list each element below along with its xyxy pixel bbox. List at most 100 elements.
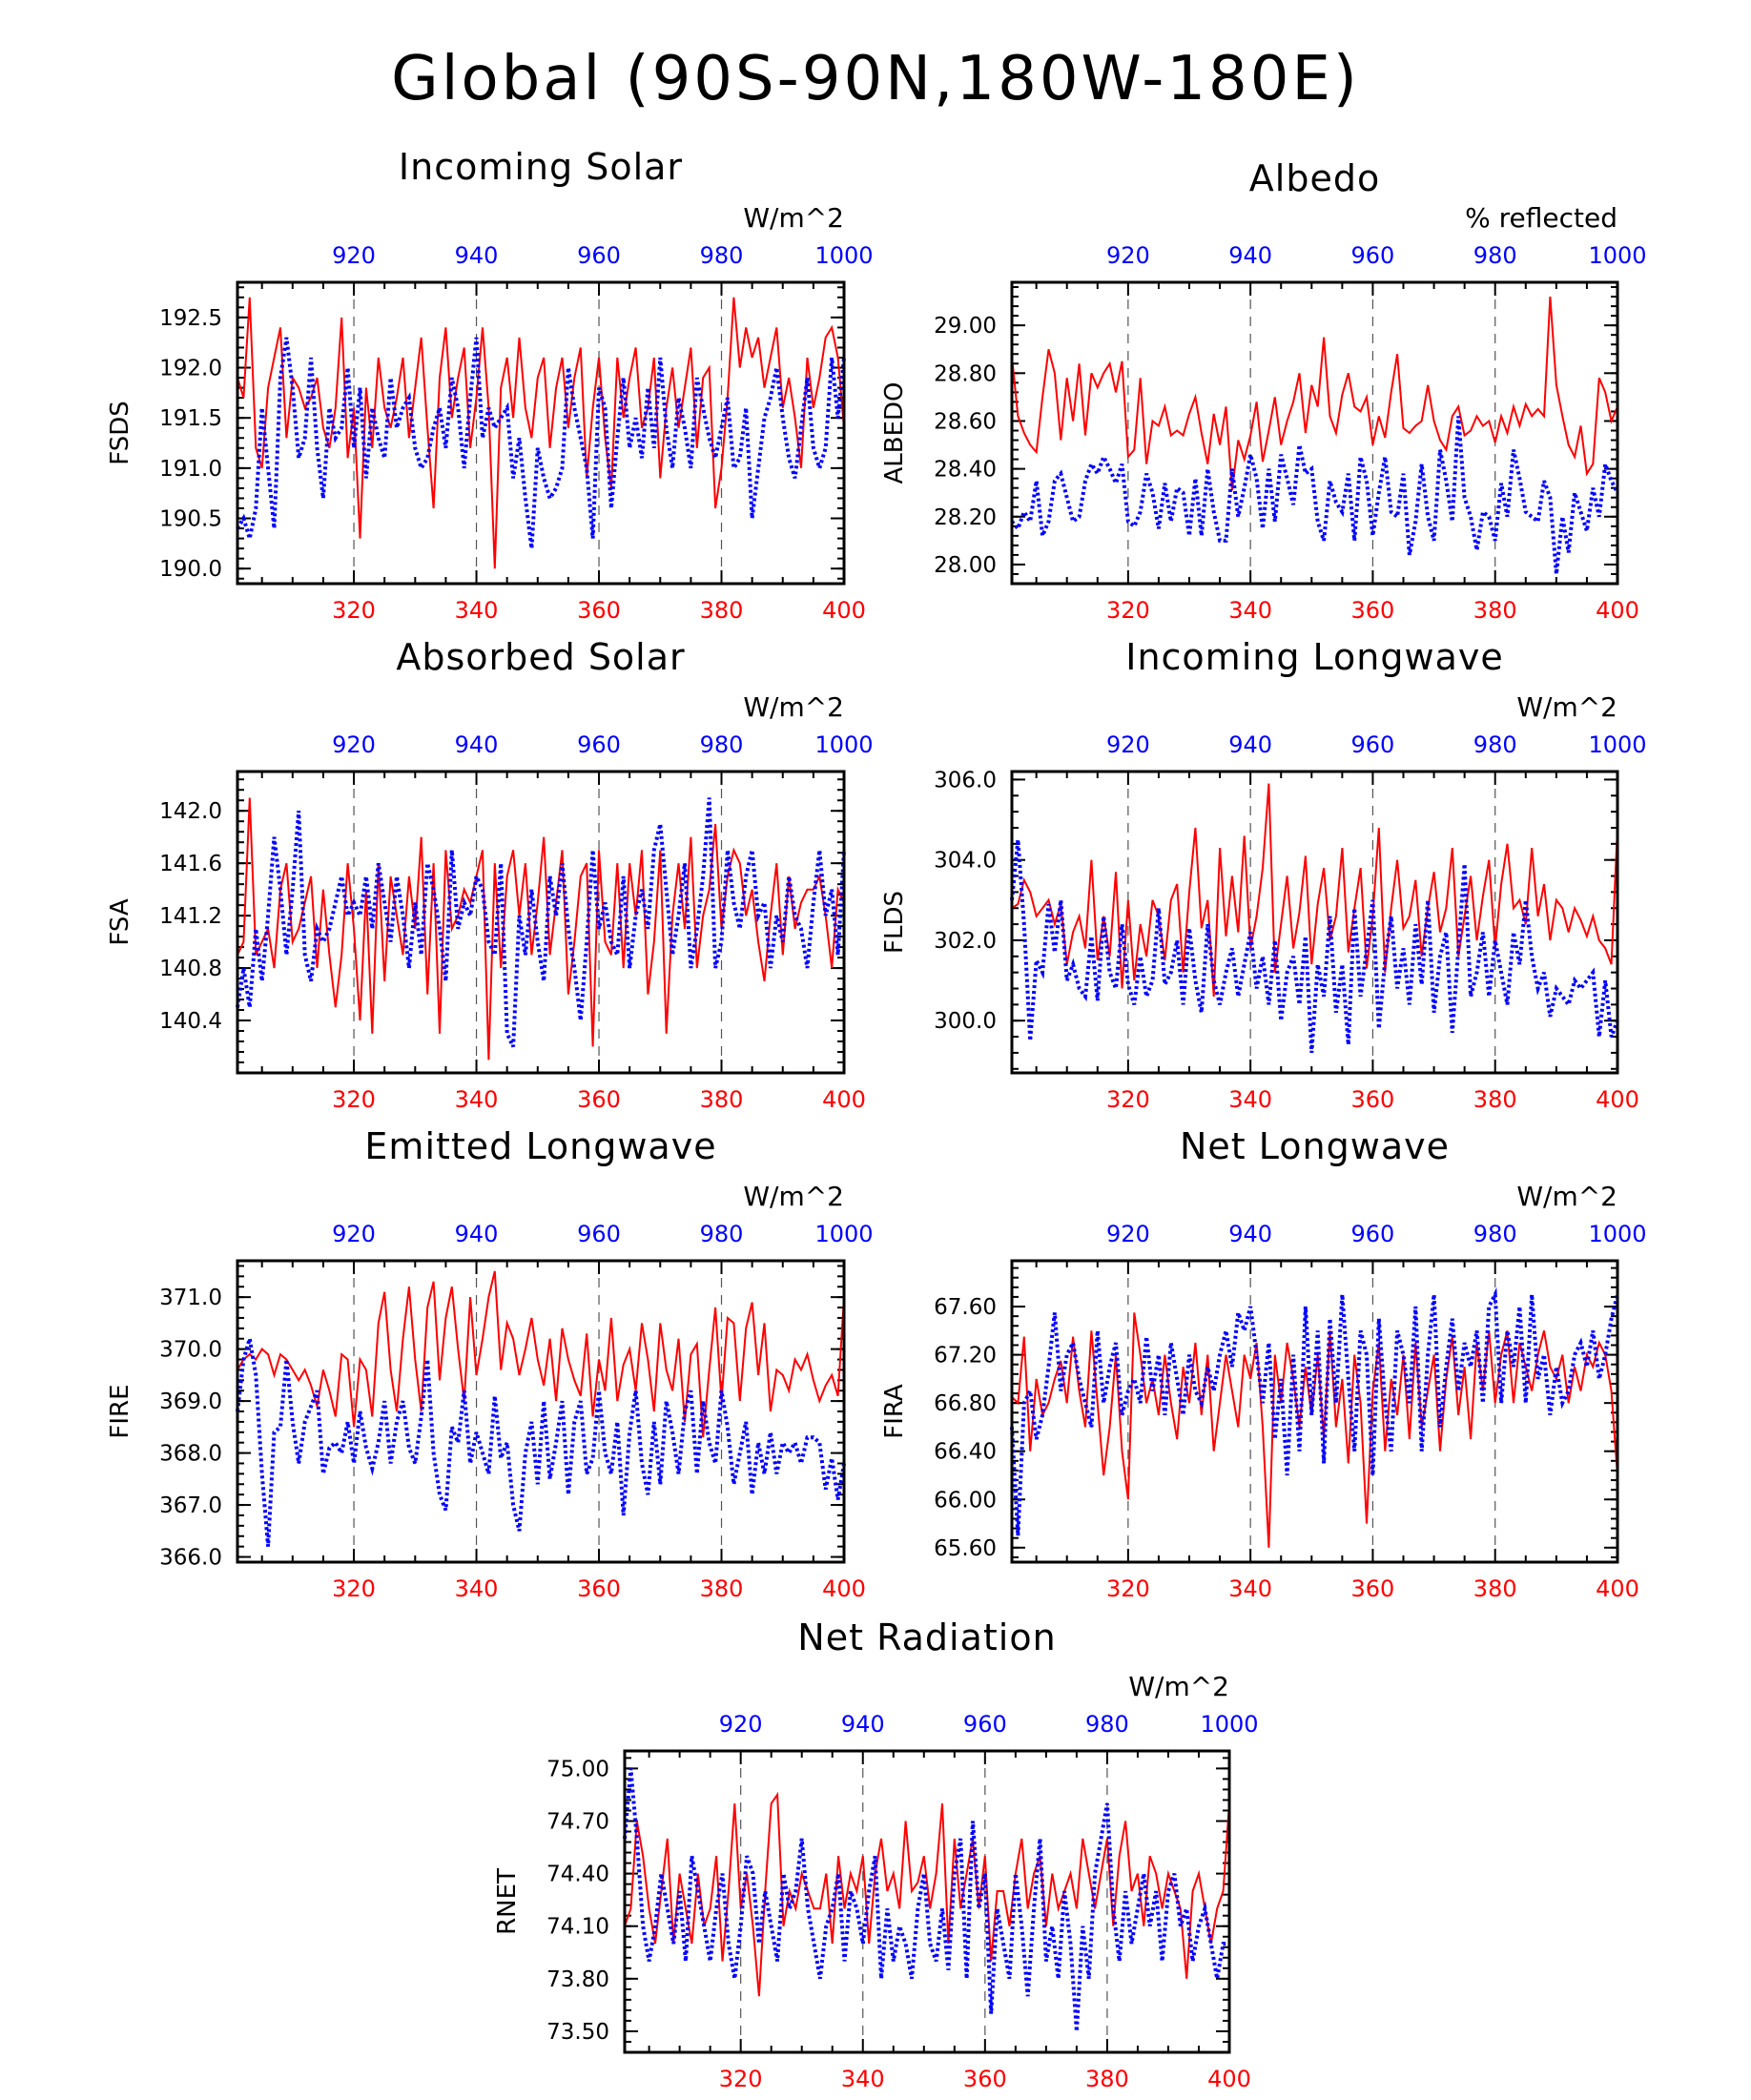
x-tick-label: 400 [1207,2066,1251,2092]
x-tick-label: 320 [1106,1575,1150,1602]
unit-label: W/m^2 [743,1181,844,1212]
top-tick-label: 940 [1228,731,1272,758]
top-tick-label: 960 [1351,731,1395,758]
x-tick-label: 360 [577,597,621,624]
series-line-blue [236,1338,846,1547]
y-tick-label: 66.00 [934,1488,997,1513]
panel-title: Net Radiation [797,1616,1056,1658]
y-axis-label: FIRA [880,1384,909,1439]
y-tick-label: 366.0 [159,1546,222,1571]
top-tick-label: 960 [1351,1221,1395,1247]
series-line-red [237,1270,845,1438]
series-line-blue [236,337,846,549]
y-tick-label: 304.0 [934,849,997,874]
top-tick-label: 940 [841,1711,885,1738]
y-tick-label: 74.10 [546,1915,609,1940]
y-axis-label: FSA [106,898,134,945]
panel-title: Absorbed Solar [396,636,685,678]
top-tick-label: 1000 [1588,242,1646,269]
top-tick-label: 920 [332,242,376,269]
series-line-blue [1010,1287,1619,1536]
panel-title: Incoming Longwave [1125,636,1503,678]
series-line-blue [236,797,846,1048]
top-tick-label: 940 [455,731,499,758]
x-tick-label: 380 [700,1575,744,1602]
y-tick-label: 190.0 [159,557,222,582]
y-tick-label: 28.80 [934,361,997,386]
x-tick-label: 340 [455,1575,499,1602]
unit-label: W/m^2 [1516,691,1617,723]
top-tick-label: 940 [455,242,499,269]
panel-title: Albedo [1249,157,1380,199]
y-tick-label: 191.5 [159,406,222,431]
x-tick-label: 340 [455,597,499,624]
x-tick-label: 320 [332,1086,376,1113]
x-tick-label: 320 [1106,597,1150,624]
figure-title: Global (90S-90N,180W-180E) [391,44,1360,114]
x-tick-label: 380 [1085,2066,1129,2092]
y-tick-label: 192.5 [159,306,222,331]
plot-frame [1010,280,1619,586]
x-tick-label: 400 [1596,1086,1639,1113]
y-tick-label: 28.20 [934,505,997,530]
top-tick-label: 980 [1473,731,1517,758]
x-tick-label: 320 [332,1575,376,1602]
x-tick-label: 400 [822,1086,866,1113]
x-tick-label: 320 [1106,1086,1150,1113]
y-tick-label: 67.60 [934,1295,997,1320]
top-tick-label: 920 [1106,1221,1150,1247]
y-axis-label: FSDS [106,401,134,465]
y-tick-label: 368.0 [159,1442,222,1467]
top-tick-label: 920 [1106,242,1150,269]
y-tick-label: 190.5 [159,507,222,532]
x-tick-label: 400 [822,1575,866,1602]
y-tick-label: 191.0 [159,457,222,482]
top-tick-label: 940 [455,1221,499,1247]
x-tick-label: 360 [963,2066,1007,2092]
x-tick-label: 360 [1351,1086,1395,1113]
x-tick-label: 380 [700,597,744,624]
y-tick-label: 65.60 [934,1536,997,1561]
series-line-red [1011,1312,1618,1548]
y-axis-label: FIRE [106,1384,134,1438]
unit-label: % reflected [1465,202,1617,234]
y-tick-label: 369.0 [159,1390,222,1414]
series-line-blue [1010,839,1619,1054]
y-tick-label: 73.80 [546,1967,609,1992]
y-axis-label: RNET [493,1868,522,1935]
x-tick-label: 340 [841,2066,885,2092]
top-tick-label: 940 [1228,1221,1272,1247]
x-tick-label: 360 [577,1086,621,1113]
x-tick-label: 360 [1351,1575,1395,1602]
y-tick-label: 367.0 [159,1493,222,1518]
panel-title: Incoming Solar [399,146,683,188]
top-tick-label: 960 [577,731,621,758]
top-tick-label: 1000 [814,1221,873,1247]
x-tick-label: 400 [1596,597,1639,624]
y-tick-label: 302.0 [934,929,997,954]
top-tick-label: 980 [1085,1711,1129,1738]
chart-panel: Incoming Solar W/m^2 190.0 190.5 191.0 191.5 1… [106,146,874,624]
top-tick-label: 1000 [1588,731,1646,758]
plot-frame [1010,770,1619,1075]
y-tick-label: 142.0 [159,799,222,824]
chart-panel: Net Radiation W/m^2 73.50 73.80 74.10 74.40 74… [493,1616,1259,2092]
y-tick-label: 66.80 [934,1391,997,1416]
y-tick-label: 140.8 [159,957,222,981]
x-tick-label: 340 [1228,597,1272,624]
y-axis-label: ALBEDO [880,381,909,484]
y-tick-label: 74.70 [546,1809,609,1834]
series-line-blue [1010,416,1619,575]
top-tick-label: 920 [332,1221,376,1247]
x-tick-label: 340 [455,1086,499,1113]
y-tick-label: 28.60 [934,409,997,434]
top-tick-label: 920 [719,1711,763,1738]
series-line-blue [623,1768,1229,2032]
top-tick-label: 920 [332,731,376,758]
top-tick-label: 980 [1473,1221,1517,1247]
y-axis-label: FLDS [880,891,909,954]
y-tick-label: 74.40 [546,1863,609,1887]
top-tick-label: 960 [577,242,621,269]
y-tick-label: 300.0 [934,1009,997,1034]
